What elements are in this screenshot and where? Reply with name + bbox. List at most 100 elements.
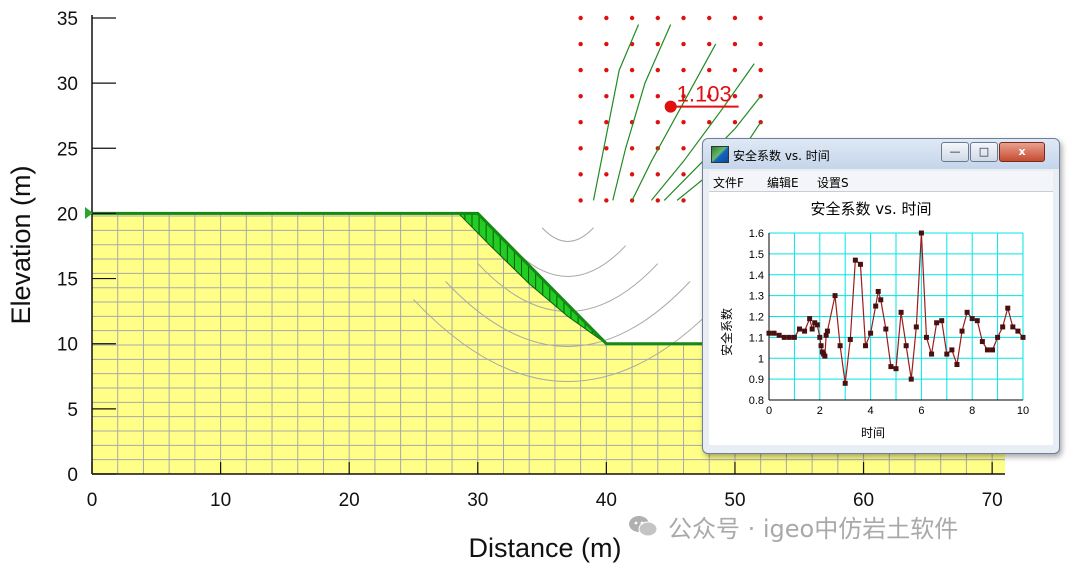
slice-region <box>457 212 607 345</box>
trial-center-point <box>655 198 661 203</box>
window-titlebar[interactable]: 安全系数 vs. 时间 — □ x <box>703 139 1059 169</box>
fos-data-point <box>823 332 829 338</box>
x-tick-label: 30 <box>467 490 488 511</box>
app-icon <box>711 146 729 163</box>
chart-axes: 0.8 0.9 1 1.1 1.2 1.3 1.4 1.5 1.6 0 2 4 6 8 10 <box>749 228 1029 417</box>
x-axis-label: Distance (m) <box>468 533 621 563</box>
wechat-icon <box>628 514 658 538</box>
minimize-button[interactable]: — <box>941 142 969 162</box>
trial-center-point <box>604 15 609 21</box>
y-tick-label: 35 <box>57 9 78 30</box>
water-table-marker <box>85 207 93 219</box>
menu-settings[interactable]: 设置S <box>817 176 849 190</box>
chart-xlabel: 时间 <box>861 426 885 440</box>
watermark: 公众号 · igeo中仿岩土软件 <box>628 510 959 543</box>
trial-center-point <box>629 15 635 21</box>
y-tick-label: 30 <box>57 74 78 95</box>
x-tick-label: 20 <box>339 490 360 511</box>
trial-center-point <box>655 172 661 177</box>
menu-bar: 文件F 编辑E 设置S <box>709 171 1053 192</box>
x-tick-label: 0 <box>87 490 98 511</box>
trial-center-point <box>732 67 738 73</box>
trial-center-point <box>655 15 661 21</box>
chart-y-tick-label: 1.3 <box>749 291 764 303</box>
fos-contour <box>612 24 672 201</box>
trial-center-point <box>681 67 686 73</box>
fos-data-point <box>918 230 924 236</box>
chart-y-tick-label: 0.8 <box>749 395 764 407</box>
trial-center-point <box>681 198 686 203</box>
trial-center-point <box>629 67 635 73</box>
maximize-button[interactable]: □ <box>970 142 998 162</box>
chart-x-tick-label: 4 <box>868 405 874 417</box>
fos-data-point <box>812 320 818 326</box>
fos-data-point <box>990 347 996 353</box>
trial-center-point <box>732 120 738 125</box>
trial-center-point <box>578 146 583 151</box>
fos-data-point <box>934 320 940 326</box>
fos-data-point <box>817 334 823 340</box>
fos-data-point <box>796 326 802 332</box>
y-tick-label: 25 <box>57 139 78 160</box>
watermark-text: 公众号 · igeo中仿岩土软件 <box>668 514 959 543</box>
fos-data-point <box>807 316 813 322</box>
fos-data-point <box>857 261 863 267</box>
trial-center-point <box>732 93 738 99</box>
fos-data-point <box>868 330 874 336</box>
trial-center-point <box>655 41 661 47</box>
factor-of-safety-window[interactable]: 安全系数 vs. 时间 — □ x 文件F 编辑E 设置S 安全系数 vs. 时… <box>702 138 1060 454</box>
trial-center-point <box>578 198 583 203</box>
trial-center-point <box>681 146 686 151</box>
menu-file[interactable]: 文件F <box>713 176 744 190</box>
fos-data-point <box>809 326 815 332</box>
chart-y-tick-label: 1.4 <box>749 270 764 282</box>
trial-center-point <box>758 67 763 73</box>
trial-center-point <box>707 93 712 99</box>
fos-data-point <box>1015 328 1021 334</box>
trial-center-point <box>681 93 686 99</box>
fos-data-point <box>979 339 985 345</box>
trial-center-point <box>655 120 661 125</box>
trial-center-point <box>604 198 609 203</box>
chart-y-tick-label: 1.6 <box>749 228 764 240</box>
fos-data-point <box>1005 305 1011 311</box>
trial-center-point <box>681 41 686 47</box>
chart-title: 安全系数 vs. 时间 <box>811 200 932 218</box>
y-axis-label: Elevation (m) <box>6 165 36 324</box>
chart-ylabel: 安全系数 <box>719 308 734 356</box>
fos-data-point <box>939 318 945 324</box>
chart-x-tick-label: 10 <box>1017 405 1029 417</box>
fos-data-point <box>786 334 792 340</box>
fos-data-point <box>842 380 848 386</box>
trial-center-point <box>578 93 583 99</box>
chart-y-tick-label: 1.2 <box>749 312 764 324</box>
fos-data-point <box>954 362 960 368</box>
fos-data-point <box>1010 324 1016 330</box>
fos-data-point <box>1000 324 1006 330</box>
trial-center-point <box>681 172 686 177</box>
fos-vs-time-chart: 安全系数 vs. 时间 0.8 0.9 1 1.1 1.2 1.3 1.4 1.5 1.6 0 2 4… <box>719 200 1029 440</box>
menu-edit[interactable]: 编辑E <box>767 176 799 190</box>
trial-center-point <box>604 67 609 73</box>
fos-data-point <box>908 376 914 382</box>
fos-data-point <box>923 334 929 340</box>
trial-center-point <box>578 41 583 47</box>
fos-data-point <box>822 353 828 359</box>
close-button[interactable]: x <box>999 142 1045 162</box>
fos-data-point <box>929 351 935 357</box>
x-tick-label: 50 <box>724 490 745 511</box>
x-tick-label: 40 <box>596 490 617 511</box>
chart-x-tick-label: 6 <box>918 405 924 417</box>
fos-data-point <box>814 322 820 328</box>
fos-data-point <box>878 297 884 303</box>
window-title: 安全系数 vs. 时间 <box>733 149 830 163</box>
chart-series <box>766 230 1026 386</box>
fos-data-point <box>964 309 970 315</box>
fos-data-point <box>969 316 975 322</box>
trial-center-point <box>707 41 712 47</box>
fos-contour <box>631 43 717 201</box>
critical-fos-label: 1.103 <box>677 82 732 107</box>
trial-center-point <box>758 41 763 47</box>
fos-data-point <box>995 334 1001 340</box>
